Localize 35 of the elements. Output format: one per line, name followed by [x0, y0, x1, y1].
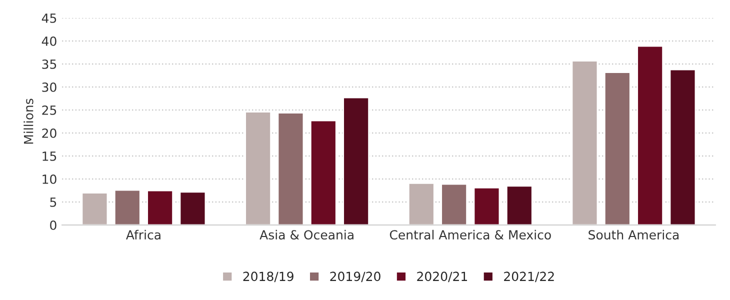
bar: [571, 60, 598, 225]
bar: [440, 183, 468, 225]
bar: [669, 68, 696, 225]
bar: [146, 190, 174, 225]
bar: [342, 96, 370, 225]
y-tick-label: 10: [42, 174, 56, 184]
y-tick-label: 15: [42, 152, 56, 161]
y-axis-title: Millions: [24, 98, 34, 144]
bar: [277, 112, 304, 225]
bar: [473, 187, 500, 225]
legend-label: 2020/21: [417, 272, 467, 282]
bar: [114, 189, 141, 225]
bar: [179, 191, 206, 225]
legend-label: 2018/19: [243, 272, 294, 282]
y-tick-label: 0: [50, 220, 56, 230]
bar: [506, 185, 533, 225]
y-tick-label: 45: [42, 14, 56, 23]
bar: [636, 45, 664, 225]
y-tick-label: 40: [42, 36, 56, 46]
y-tick-label: 5: [50, 198, 56, 207]
x-tick-label: Asia & Oceania: [260, 230, 354, 240]
bar: [408, 182, 435, 225]
legend-label: 2019/20: [330, 272, 380, 282]
x-tick-label: Africa: [126, 230, 160, 240]
x-tick-label: Central America & Mexico: [390, 230, 551, 240]
y-tick-label: 25: [42, 105, 56, 115]
y-tick-label: 30: [42, 82, 56, 92]
x-tick-label: South America: [588, 230, 679, 240]
legend-label: 2021/22: [504, 272, 554, 282]
y-tick-label: 35: [42, 59, 56, 69]
bar: [244, 111, 272, 225]
bar: [310, 120, 337, 225]
bar: [604, 72, 631, 225]
bar: [81, 192, 108, 225]
y-tick-label: 20: [42, 128, 56, 138]
